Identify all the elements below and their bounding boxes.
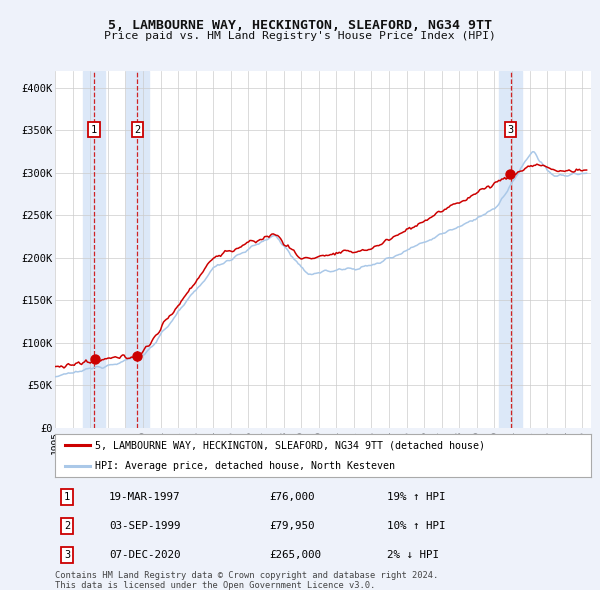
Text: 19-MAR-1997: 19-MAR-1997 <box>109 492 180 502</box>
Text: 03-SEP-1999: 03-SEP-1999 <box>109 521 180 531</box>
Text: 19% ↑ HPI: 19% ↑ HPI <box>388 492 446 502</box>
Text: 5, LAMBOURNE WAY, HECKINGTON, SLEAFORD, NG34 9TT: 5, LAMBOURNE WAY, HECKINGTON, SLEAFORD, … <box>108 19 492 32</box>
Bar <box>126 71 149 428</box>
Text: 2% ↓ HPI: 2% ↓ HPI <box>388 550 439 559</box>
Text: Price paid vs. HM Land Registry's House Price Index (HPI): Price paid vs. HM Land Registry's House … <box>104 31 496 41</box>
Text: 3: 3 <box>508 124 514 135</box>
Text: 3: 3 <box>64 550 70 559</box>
Text: 2: 2 <box>134 124 140 135</box>
Text: This data is licensed under the Open Government Licence v3.0.: This data is licensed under the Open Gov… <box>55 581 376 589</box>
Text: 10% ↑ HPI: 10% ↑ HPI <box>388 521 446 531</box>
Text: Contains HM Land Registry data © Crown copyright and database right 2024.: Contains HM Land Registry data © Crown c… <box>55 571 439 580</box>
Text: 2: 2 <box>64 521 70 531</box>
Text: 1: 1 <box>64 492 70 502</box>
Text: £265,000: £265,000 <box>269 550 322 559</box>
Text: 07-DEC-2020: 07-DEC-2020 <box>109 550 180 559</box>
Text: 5, LAMBOURNE WAY, HECKINGTON, SLEAFORD, NG34 9TT (detached house): 5, LAMBOURNE WAY, HECKINGTON, SLEAFORD, … <box>95 440 485 450</box>
Text: 1: 1 <box>91 124 97 135</box>
Bar <box>499 71 522 428</box>
Text: HPI: Average price, detached house, North Kesteven: HPI: Average price, detached house, Nort… <box>95 461 395 471</box>
Bar <box>83 71 106 428</box>
Text: £76,000: £76,000 <box>269 492 315 502</box>
Text: £79,950: £79,950 <box>269 521 315 531</box>
